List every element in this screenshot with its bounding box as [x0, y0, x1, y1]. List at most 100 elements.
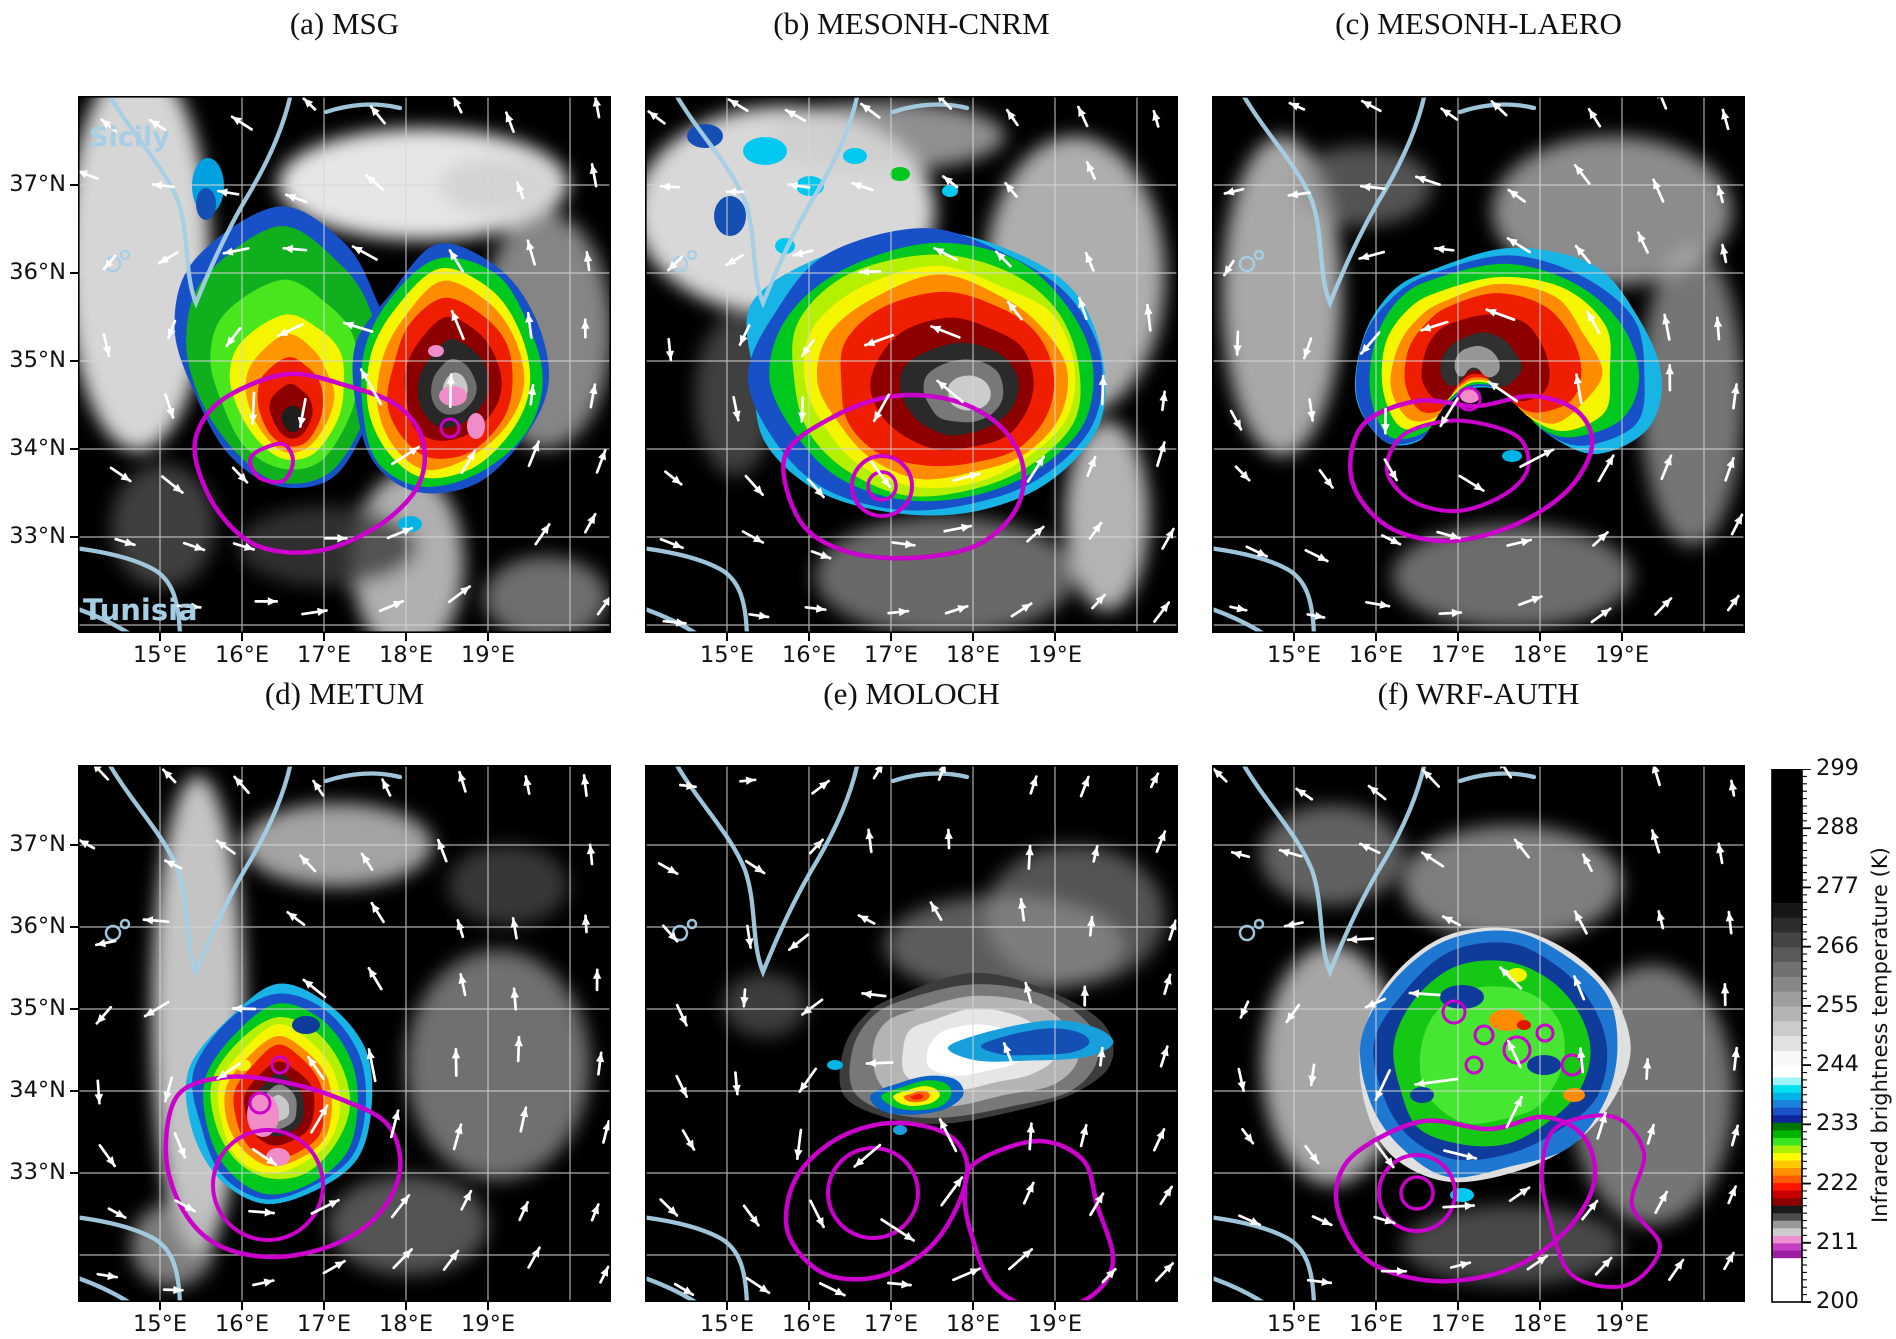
lon-tick-label: 16°E: [1348, 1311, 1404, 1337]
x-tick: [1621, 1302, 1623, 1310]
tunisia-label: Tunisia: [83, 593, 198, 627]
lat-tick-label: 35°N: [9, 347, 66, 373]
x-tick: [1293, 633, 1295, 641]
graticule: [645, 96, 1178, 633]
map-panel-c: [1212, 96, 1745, 633]
colorbar-tick-label: 211: [1816, 1228, 1859, 1255]
lon-tick-label: 18°E: [945, 642, 1001, 668]
x-tick: [241, 633, 243, 641]
colorbar-axis-label: Infrared brightness temperature (K): [1868, 847, 1892, 1224]
x-tick: [323, 633, 325, 641]
graticule: [645, 765, 1178, 1302]
sicily-label: Sicily: [89, 122, 170, 153]
panel-title-f: (f) WRF-AUTH: [1377, 676, 1580, 711]
colorbar-tick-label: 244: [1816, 1051, 1859, 1078]
x-tick: [159, 1302, 161, 1310]
x-tick: [972, 1302, 974, 1310]
x-tick: [487, 1302, 489, 1310]
x-tick: [808, 633, 810, 641]
y-tick: [70, 1090, 78, 1092]
wind-vectors: [1223, 96, 1744, 624]
lon-tick-label: 16°E: [781, 1311, 837, 1337]
x-tick: [1457, 633, 1459, 641]
cold-core-spots: [827, 1060, 907, 1135]
lon-tick-label: 16°E: [781, 642, 837, 668]
lon-tick-label: 15°E: [132, 642, 188, 668]
colorbar-tick-label: 277: [1816, 873, 1859, 900]
x-tick: [1375, 1302, 1377, 1310]
y-tick: [70, 360, 78, 362]
map-panel-b: [645, 96, 1178, 633]
map-panel-e: [645, 765, 1178, 1302]
x-tick: [159, 633, 161, 641]
lon-tick-label: 18°E: [945, 1311, 1001, 1337]
lon-tick-label: 19°E: [1027, 1311, 1083, 1337]
wind-vectors: [647, 96, 1175, 627]
lon-tick-label: 15°E: [1266, 1311, 1322, 1337]
lon-tick-label: 17°E: [863, 642, 919, 668]
coastline: [645, 765, 970, 1302]
lon-tick-label: 16°E: [214, 642, 270, 668]
y-tick: [70, 184, 78, 186]
lat-tick-label: 36°N: [9, 259, 66, 285]
lon-tick-label: 19°E: [1594, 1311, 1650, 1337]
lat-tick-label: 34°N: [9, 1077, 66, 1103]
panel-border: [645, 765, 1178, 1302]
cyclone-contour: [192, 371, 461, 555]
x-tick: [1293, 1302, 1295, 1310]
x-tick: [1375, 633, 1377, 641]
lat-tick-label: 37°N: [9, 171, 66, 197]
panel-border: [1212, 765, 1745, 1302]
colorbar-tick-label: 222: [1816, 1169, 1859, 1196]
panel-border: [645, 96, 1178, 633]
y-tick: [70, 1172, 78, 1174]
colorbar-tick-label: 200: [1816, 1288, 1859, 1314]
coastline: [78, 765, 403, 1302]
brightness-temperature-blob: [1354, 247, 1662, 455]
cyclone-contour: [783, 1120, 1116, 1302]
x-tick: [1621, 633, 1623, 641]
x-tick: [808, 1302, 810, 1310]
panel-title-b: (b) MESONH-CNRM: [773, 6, 1050, 41]
lon-tick-label: 16°E: [1348, 642, 1404, 668]
map-scene-d: [78, 765, 611, 1302]
lon-tick-label: 17°E: [863, 1311, 919, 1337]
lon-tick-label: 18°E: [1512, 642, 1568, 668]
lat-tick-label: 33°N: [9, 1159, 66, 1185]
x-tick: [726, 633, 728, 641]
x-tick: [405, 1302, 407, 1310]
map-scene-a: Sicily Tunisia: [78, 96, 611, 633]
y-tick: [70, 844, 78, 846]
wind-vectors: [657, 765, 1178, 1297]
y-tick: [70, 272, 78, 274]
cloud-field: [723, 845, 1165, 1037]
lon-tick-label: 17°E: [1430, 1311, 1486, 1337]
panel-border: [78, 96, 611, 633]
lon-tick-label: 15°E: [699, 1311, 755, 1337]
lon-tick-label: 18°E: [378, 642, 434, 668]
cloud-field: [1260, 805, 1734, 1285]
lon-tick-label: 18°E: [378, 1311, 434, 1337]
colorbar-tick-label: 255: [1816, 991, 1859, 1018]
x-tick: [323, 1302, 325, 1310]
coastline: [78, 96, 403, 633]
map-scene-f: [1212, 765, 1745, 1302]
x-tick: [726, 1302, 728, 1310]
x-tick: [890, 633, 892, 641]
colorbar-tick-label: 233: [1816, 1110, 1859, 1137]
lat-tick-label: 37°N: [9, 831, 66, 857]
x-tick: [241, 1302, 243, 1310]
y-tick: [70, 448, 78, 450]
cyclone-contour: [1333, 999, 1662, 1289]
colorbar-tick-label: 288: [1816, 814, 1859, 841]
cold-core-spots: [1410, 968, 1585, 1202]
lat-tick-label: 36°N: [9, 913, 66, 939]
lon-tick-label: 15°E: [1266, 642, 1322, 668]
cold-core-spots: [1460, 389, 1522, 462]
colorbar-tick-label: 266: [1816, 932, 1859, 959]
lon-tick-label: 16°E: [214, 1311, 270, 1337]
lon-tick-label: 17°E: [1430, 642, 1486, 668]
map-panel-a: Sicily Tunisia: [78, 96, 611, 633]
x-tick: [972, 633, 974, 641]
